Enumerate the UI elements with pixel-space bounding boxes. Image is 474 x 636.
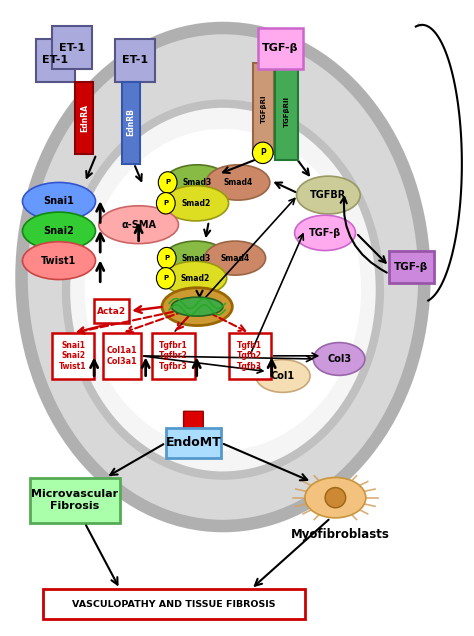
Ellipse shape [22,183,96,220]
Text: EndoMT: EndoMT [165,436,221,449]
FancyBboxPatch shape [152,333,195,378]
FancyBboxPatch shape [75,81,93,154]
Ellipse shape [22,212,96,250]
FancyBboxPatch shape [389,251,434,283]
Ellipse shape [164,241,228,275]
Ellipse shape [253,142,273,163]
Ellipse shape [158,172,177,193]
Ellipse shape [21,28,424,526]
Text: Col1a1
Col3a1: Col1a1 Col3a1 [107,346,137,366]
Ellipse shape [156,268,175,289]
Ellipse shape [66,104,380,476]
FancyBboxPatch shape [228,333,271,378]
FancyBboxPatch shape [258,28,302,69]
Ellipse shape [256,359,310,392]
Text: Smad4: Smad4 [220,254,250,263]
Text: Smad3: Smad3 [182,178,212,187]
Text: Snai1
Snai2
Twist1: Snai1 Snai2 Twist1 [59,341,87,371]
FancyBboxPatch shape [115,39,155,81]
Ellipse shape [297,176,360,214]
FancyBboxPatch shape [30,478,120,523]
Text: P: P [163,275,168,281]
Ellipse shape [157,247,176,269]
Text: Microvascular
Fibrosis: Microvascular Fibrosis [31,489,118,511]
Ellipse shape [313,343,365,375]
Text: P: P [260,148,265,157]
Text: TGFBR: TGFBR [310,190,346,200]
Ellipse shape [85,129,361,450]
Text: Acta2: Acta2 [97,307,126,315]
Ellipse shape [295,215,356,251]
Text: Smad2: Smad2 [181,199,210,208]
Ellipse shape [172,297,223,316]
Text: Tgfbr1
Tgfbr2
Tgfbr3: Tgfbr1 Tgfbr2 Tgfbr3 [159,341,188,371]
Ellipse shape [163,261,227,295]
FancyBboxPatch shape [52,26,92,69]
FancyBboxPatch shape [275,63,298,160]
Text: TGFβRII: TGFβRII [283,96,290,127]
Text: TGF-β: TGF-β [394,262,428,272]
FancyBboxPatch shape [52,333,94,378]
FancyBboxPatch shape [36,39,75,81]
Text: Smad4: Smad4 [223,178,253,187]
Ellipse shape [99,206,178,244]
Ellipse shape [163,186,228,221]
Text: Myofibroblasts: Myofibroblasts [291,528,390,541]
Ellipse shape [205,241,265,275]
FancyBboxPatch shape [43,589,305,619]
Text: TGF-β: TGF-β [262,43,299,53]
Text: Twist1: Twist1 [41,256,77,266]
Text: Snai2: Snai2 [44,226,74,236]
Text: TGF-β: TGF-β [309,228,341,238]
Text: Smad2: Smad2 [180,273,210,283]
Text: P: P [163,200,168,206]
Text: TGFβRI: TGFβRI [261,94,267,123]
Ellipse shape [305,478,366,518]
FancyArrow shape [179,411,208,458]
Text: Col3: Col3 [327,354,351,364]
Text: α-SMA: α-SMA [121,219,156,230]
Ellipse shape [164,165,230,200]
Text: Col1: Col1 [271,371,295,381]
Text: P: P [164,255,169,261]
FancyBboxPatch shape [102,333,141,378]
Text: EdnRB: EdnRB [127,109,136,137]
Text: EdnRA: EdnRA [80,104,89,132]
Text: Snai1: Snai1 [44,197,74,206]
FancyBboxPatch shape [166,427,221,458]
Ellipse shape [325,488,346,508]
Text: Tgfb1
Tgfb2
Tgfb3: Tgfb1 Tgfb2 Tgfb3 [237,341,262,371]
FancyBboxPatch shape [122,81,140,163]
Text: Smad3: Smad3 [181,254,210,263]
Text: ET-1: ET-1 [59,43,85,53]
Ellipse shape [156,193,175,214]
Text: ET-1: ET-1 [122,55,148,65]
Text: VASCULOPATHY AND TISSUE FIBROSIS: VASCULOPATHY AND TISSUE FIBROSIS [72,600,275,609]
FancyBboxPatch shape [94,299,129,323]
Ellipse shape [162,287,232,326]
Text: P: P [165,179,170,186]
Ellipse shape [22,242,96,280]
Ellipse shape [206,165,270,200]
FancyBboxPatch shape [254,63,274,154]
Text: ET-1: ET-1 [42,55,69,65]
